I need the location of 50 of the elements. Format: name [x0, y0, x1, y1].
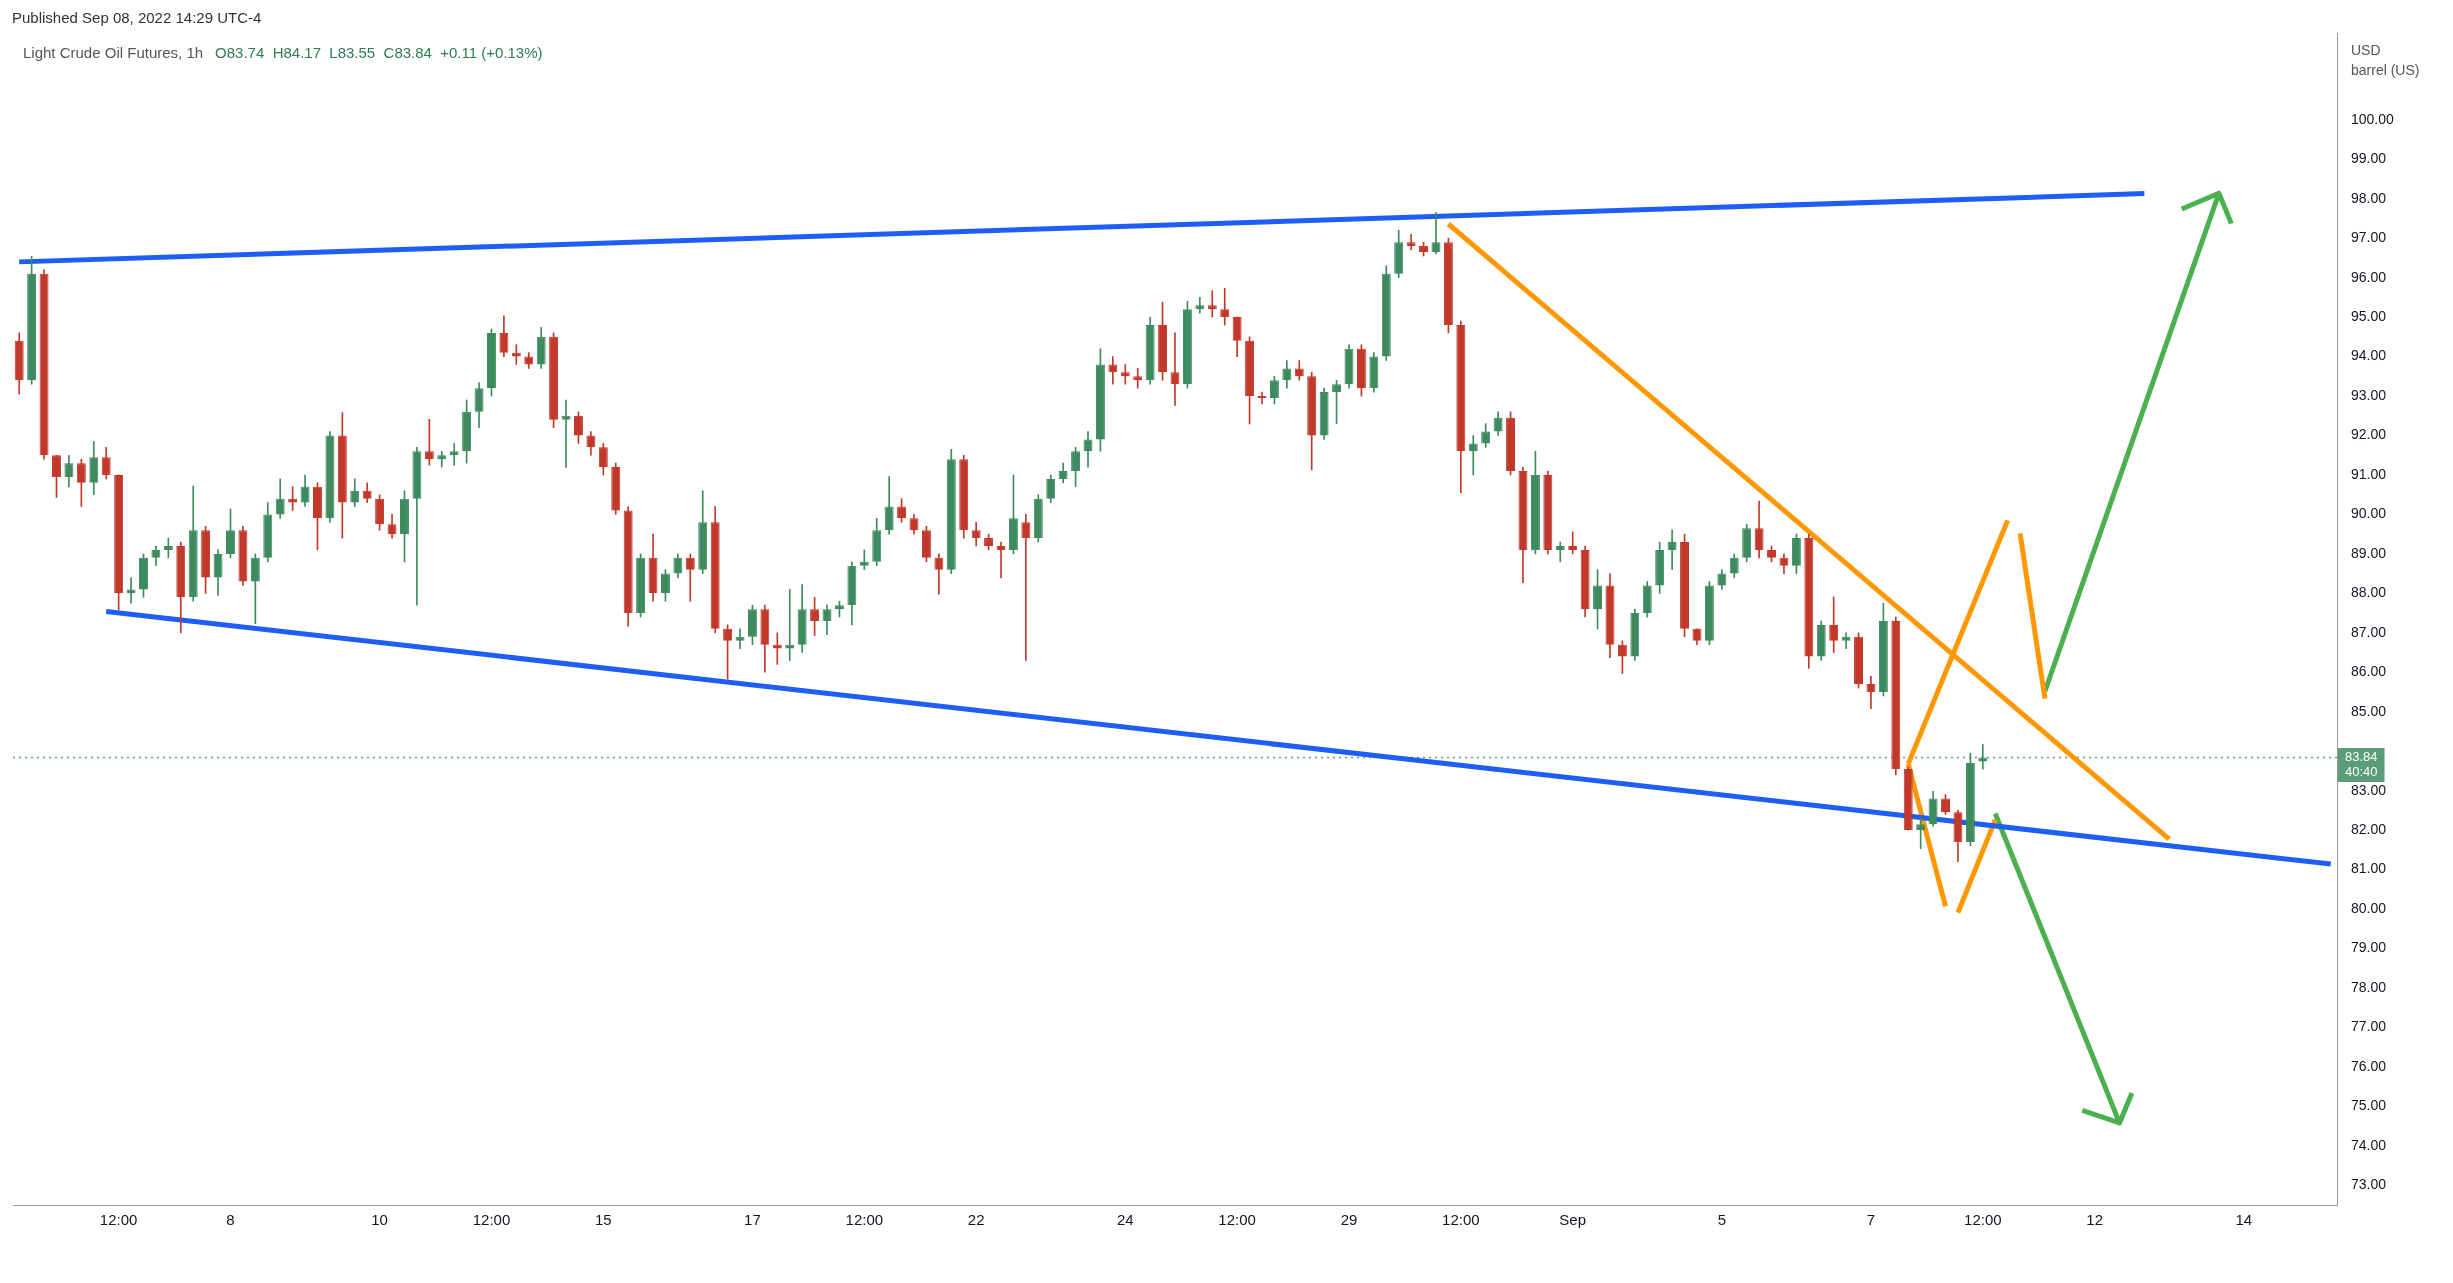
x-tick-label: 22	[967, 1211, 985, 1229]
x-tick-label: 12:00	[1218, 1211, 1256, 1229]
y-tick-label: 96.00	[2351, 268, 2387, 285]
y-tick-label: 80.00	[2351, 899, 2387, 916]
x-tick-label: 24	[1116, 1211, 1134, 1229]
y-tick-label: 85.00	[2351, 702, 2387, 719]
y-tick-label: 79.00	[2351, 939, 2387, 956]
x-tick-label: 29	[1340, 1211, 1358, 1229]
x-tick-label: Sep	[1559, 1211, 1587, 1229]
y-tick-label: 100.00	[2351, 110, 2395, 127]
ref-line-label: 83.84 40:40	[2345, 749, 2378, 780]
y-tick-label: 76.00	[2351, 1057, 2387, 1074]
y-tick-label: 94.00	[2351, 347, 2387, 364]
x-tick-label: 12:00	[472, 1211, 511, 1229]
x-tick-label: 12:00	[1964, 1211, 2002, 1229]
y-tick-label: 99.00	[2351, 150, 2387, 167]
x-tick-label: 15	[594, 1211, 612, 1229]
y-tick-label: 82.00	[2351, 820, 2387, 837]
y-tick-label: 97.00	[2351, 229, 2387, 246]
y-tick-label: 77.00	[2351, 1018, 2387, 1035]
y-tick-label: 81.00	[2351, 860, 2387, 877]
x-tick-label: 12:00	[845, 1211, 884, 1229]
y-tick-label: 95.00	[2351, 307, 2387, 324]
y-tick-label: 75.00	[2351, 1097, 2387, 1114]
y-tick-label: 78.00	[2351, 978, 2387, 995]
text: Published Sep 08, 2022 14:29 UTC-4	[12, 9, 262, 26]
x-tick-label: 7	[1866, 1211, 1876, 1229]
x-tick-label: 12:00	[1442, 1211, 1480, 1229]
x-tick-label: 17	[744, 1211, 761, 1229]
x-tick-label: 12	[2086, 1211, 2103, 1229]
y-tick-label: 83.00	[2351, 781, 2387, 798]
x-tick-label: 14	[2235, 1211, 2253, 1229]
text: Light Crude Oil Futures, 1h	[23, 44, 204, 61]
y-tick-label: 98.00	[2351, 189, 2387, 206]
x-tick-label: 10	[371, 1211, 388, 1229]
y-tick-label: 73.00	[2351, 1176, 2387, 1193]
y-axis-title: USD barrel (US)	[2351, 41, 2420, 80]
y-tick-label: 90.00	[2351, 505, 2387, 522]
y-tick-label: 88.00	[2351, 584, 2387, 601]
text: O83.74 H84.17 L83.55 C83.84 +0.11 (+0.13%)	[215, 44, 543, 61]
x-tick-label: 5	[1717, 1211, 1726, 1229]
y-tick-label: 74.00	[2351, 1136, 2387, 1153]
x-tick-label: 12:00	[99, 1211, 138, 1229]
y-tick-label: 91.00	[2351, 465, 2387, 482]
y-tick-label: 86.00	[2351, 663, 2387, 680]
y-tick-label: 89.00	[2351, 544, 2387, 561]
y-tick-label: 92.00	[2351, 426, 2387, 443]
y-tick-label: 87.00	[2351, 623, 2387, 640]
y-tick-label: 93.00	[2351, 386, 2387, 403]
x-tick-label: 8	[226, 1211, 235, 1229]
